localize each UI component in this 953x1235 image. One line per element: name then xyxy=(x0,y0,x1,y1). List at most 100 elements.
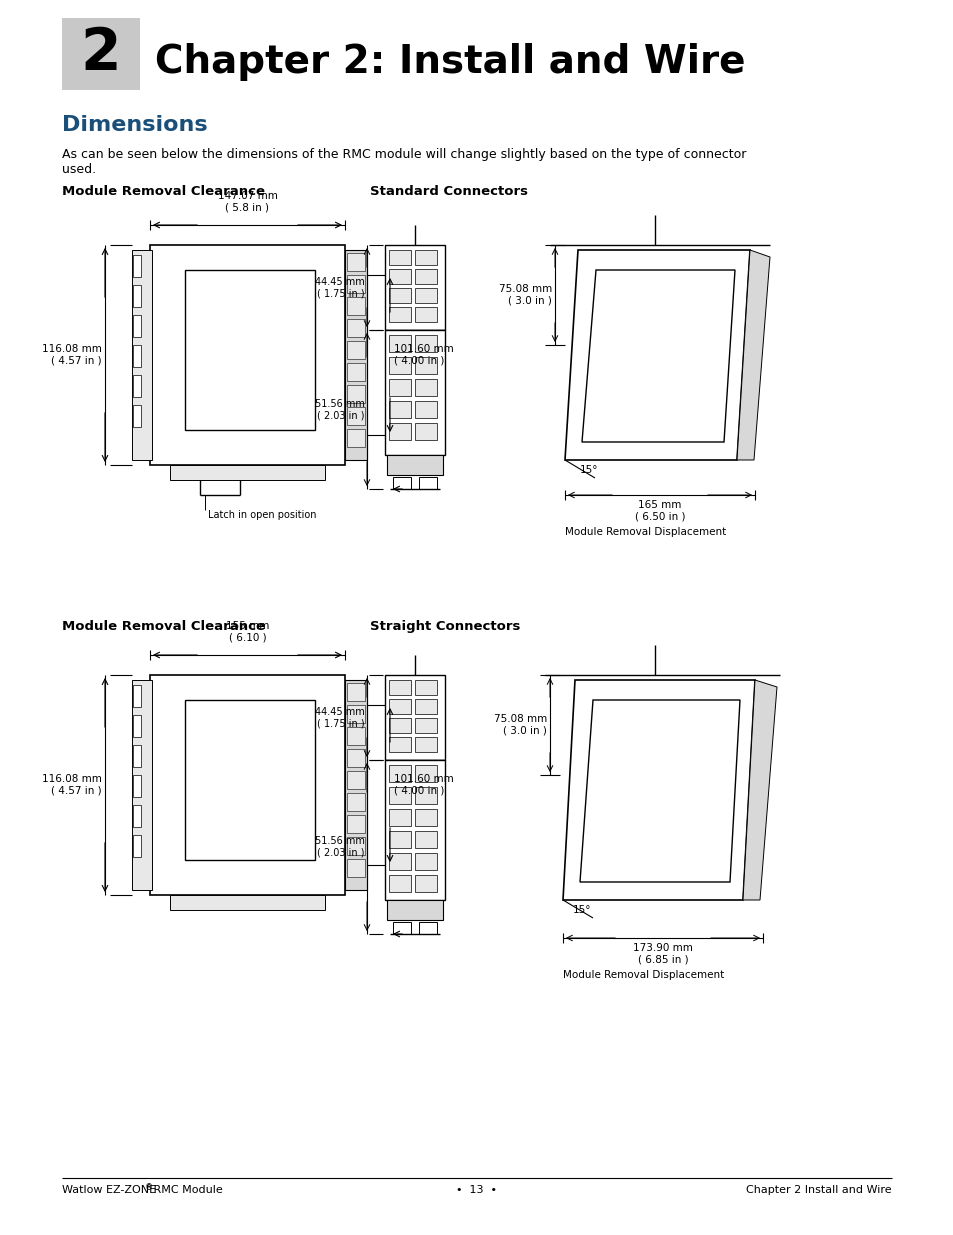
Bar xyxy=(132,315,141,337)
Text: 44.45 mm
( 1.75 in ): 44.45 mm ( 1.75 in ) xyxy=(314,277,365,299)
Text: 173.90 mm
( 6.85 in ): 173.90 mm ( 6.85 in ) xyxy=(633,944,692,965)
Bar xyxy=(415,809,436,826)
Bar xyxy=(150,245,345,466)
Bar xyxy=(389,379,411,396)
Bar xyxy=(415,249,436,266)
Bar xyxy=(347,793,365,811)
Text: 101.60 mm
( 4.00 in ): 101.60 mm ( 4.00 in ) xyxy=(394,774,454,795)
Bar xyxy=(389,718,411,734)
Bar xyxy=(347,771,365,789)
Bar xyxy=(389,269,411,284)
Bar xyxy=(415,379,436,396)
Polygon shape xyxy=(579,700,740,882)
Text: 147.07 mm
( 5.8 in ): 147.07 mm ( 5.8 in ) xyxy=(217,191,277,212)
Bar xyxy=(347,860,365,877)
Bar xyxy=(347,363,365,382)
Text: Dimensions: Dimensions xyxy=(62,115,208,135)
Text: 155 mm
( 6.10 ): 155 mm ( 6.10 ) xyxy=(226,621,269,643)
Bar xyxy=(62,19,140,90)
Text: 116.08 mm
( 4.57 in ): 116.08 mm ( 4.57 in ) xyxy=(42,774,102,795)
Bar xyxy=(415,737,436,752)
Text: Chapter 2 Install and Wire: Chapter 2 Install and Wire xyxy=(745,1186,891,1195)
Bar xyxy=(385,760,444,900)
Text: Watlow EZ-ZONE: Watlow EZ-ZONE xyxy=(62,1186,156,1195)
Bar xyxy=(347,837,365,855)
Bar xyxy=(347,296,365,315)
Text: 75.08 mm
( 3.0 in ): 75.08 mm ( 3.0 in ) xyxy=(498,284,552,306)
Bar xyxy=(393,923,411,934)
Bar xyxy=(389,308,411,322)
Text: Standard Connectors: Standard Connectors xyxy=(370,185,527,198)
Bar xyxy=(389,809,411,826)
Bar xyxy=(415,308,436,322)
Bar xyxy=(415,787,436,804)
Text: 2: 2 xyxy=(81,26,121,83)
Polygon shape xyxy=(742,680,776,900)
Bar xyxy=(132,405,141,427)
Bar xyxy=(347,319,365,337)
Bar xyxy=(132,745,141,767)
Bar xyxy=(347,705,365,722)
Text: 51.56 mm
( 2.03 in ): 51.56 mm ( 2.03 in ) xyxy=(314,399,365,420)
Bar xyxy=(132,375,141,396)
Bar xyxy=(389,853,411,869)
Bar xyxy=(132,345,141,367)
Text: Module Removal Displacement: Module Removal Displacement xyxy=(564,527,725,537)
Bar xyxy=(170,895,325,910)
Text: 75.08 mm
( 3.0 in ): 75.08 mm ( 3.0 in ) xyxy=(494,714,546,736)
Text: used.: used. xyxy=(62,163,96,177)
Bar xyxy=(389,357,411,374)
Bar xyxy=(132,715,141,737)
Text: Latch in open position: Latch in open position xyxy=(208,510,316,520)
Bar xyxy=(389,335,411,352)
Bar xyxy=(347,408,365,425)
Bar xyxy=(347,683,365,701)
Text: 101.60 mm
( 4.00 in ): 101.60 mm ( 4.00 in ) xyxy=(394,345,454,366)
Bar xyxy=(387,454,442,475)
Bar xyxy=(415,853,436,869)
Bar xyxy=(389,288,411,303)
Bar xyxy=(347,815,365,832)
Text: 15°: 15° xyxy=(579,466,598,475)
Bar xyxy=(389,831,411,848)
Bar xyxy=(347,385,365,403)
Text: 116.08 mm
( 4.57 in ): 116.08 mm ( 4.57 in ) xyxy=(42,345,102,366)
Text: ®: ® xyxy=(145,1183,153,1192)
Bar xyxy=(132,680,152,890)
Bar xyxy=(389,699,411,714)
Bar xyxy=(415,269,436,284)
Bar xyxy=(387,900,442,920)
Bar xyxy=(389,249,411,266)
Bar xyxy=(418,923,436,934)
Bar xyxy=(132,285,141,308)
Bar xyxy=(389,680,411,695)
Bar xyxy=(389,876,411,892)
Text: RMC Module: RMC Module xyxy=(150,1186,222,1195)
Polygon shape xyxy=(581,270,734,442)
Bar xyxy=(415,288,436,303)
Text: 51.56 mm
( 2.03 in ): 51.56 mm ( 2.03 in ) xyxy=(314,836,365,858)
Polygon shape xyxy=(737,249,769,459)
Bar xyxy=(415,335,436,352)
Bar xyxy=(385,330,444,454)
Bar xyxy=(347,253,365,270)
Bar xyxy=(150,676,345,895)
Bar xyxy=(389,764,411,782)
Text: Straight Connectors: Straight Connectors xyxy=(370,620,519,634)
Text: 15°: 15° xyxy=(573,905,591,915)
Bar xyxy=(132,249,152,459)
Polygon shape xyxy=(564,249,749,459)
Bar xyxy=(389,424,411,440)
Bar xyxy=(389,401,411,417)
Bar xyxy=(389,787,411,804)
Bar xyxy=(347,341,365,359)
Bar xyxy=(385,245,444,330)
Bar xyxy=(415,876,436,892)
Bar xyxy=(415,680,436,695)
Bar xyxy=(132,254,141,277)
Bar xyxy=(185,700,314,860)
Text: As can be seen below the dimensions of the RMC module will change slightly based: As can be seen below the dimensions of t… xyxy=(62,148,745,161)
Bar xyxy=(415,401,436,417)
Bar xyxy=(347,748,365,767)
Text: Module Removal Clearance: Module Removal Clearance xyxy=(62,185,265,198)
